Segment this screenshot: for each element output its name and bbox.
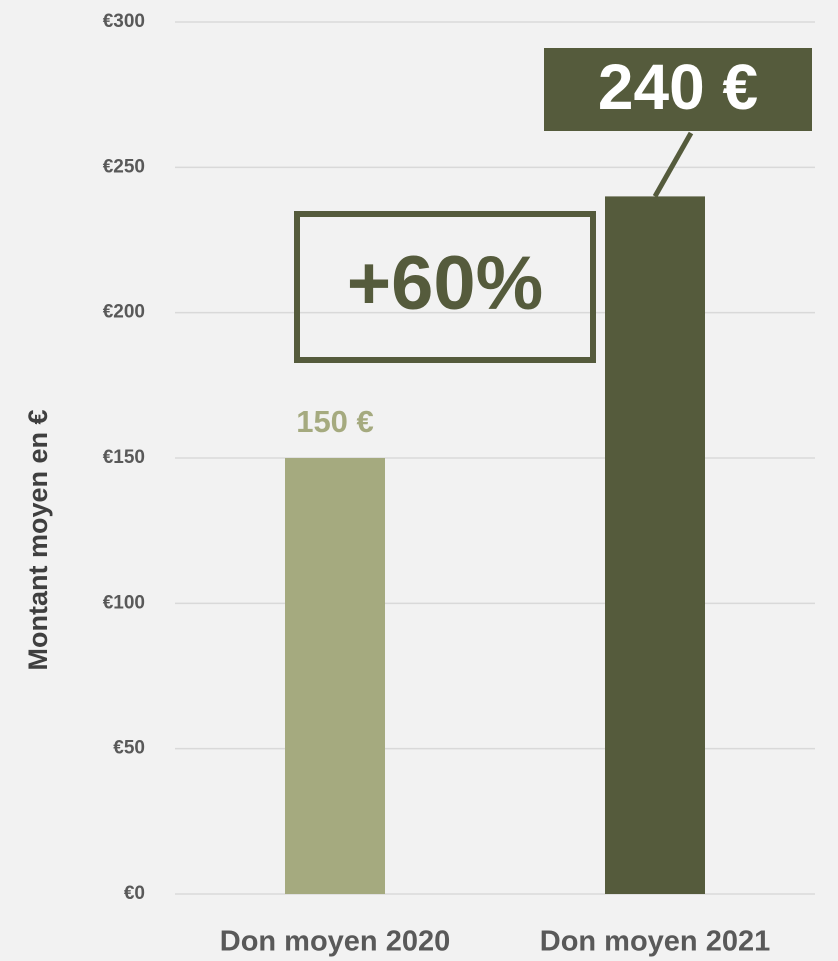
y-tick-label: €200: [103, 302, 145, 323]
connector: [652, 131, 694, 198]
value-label: 150 €: [296, 404, 374, 439]
bar: [605, 196, 705, 894]
y-tick-label: €100: [103, 592, 145, 613]
value-label-box: [544, 48, 812, 131]
y-tick-label: €150: [103, 447, 145, 468]
annotation-box: [294, 211, 596, 363]
y-tick-label: €250: [103, 156, 145, 177]
value-label: 240 €: [598, 51, 758, 123]
y-tick-label: €300: [103, 11, 145, 32]
bar: [285, 458, 385, 894]
annotation: +60%: [347, 241, 544, 326]
y-tick-label: €50: [113, 738, 145, 759]
x-tick-label: Don moyen 2021: [540, 926, 770, 958]
y-tick-label: €0: [124, 883, 145, 904]
y-axis-label: Montant moyen en €: [23, 409, 53, 670]
x-tick-label: Don moyen 2020: [220, 926, 450, 958]
